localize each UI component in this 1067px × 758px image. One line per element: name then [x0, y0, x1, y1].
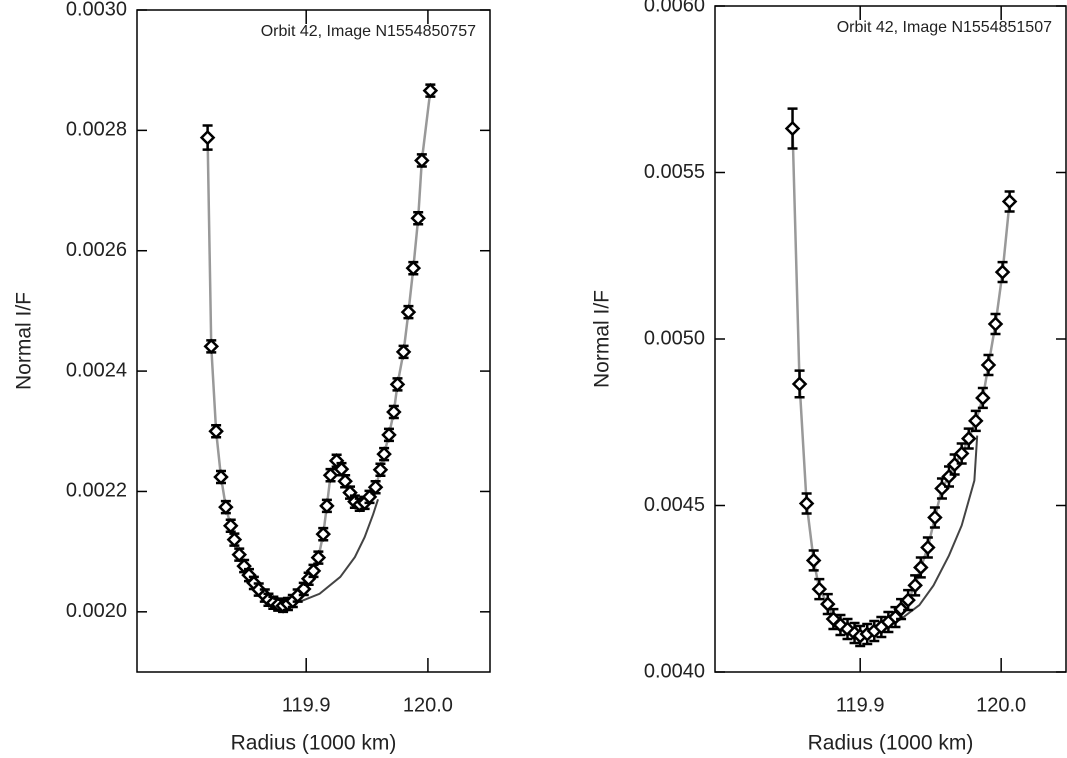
x-tick-label: 119.9 [282, 694, 331, 716]
data-point [319, 498, 335, 514]
data-point [968, 413, 984, 429]
data-point [960, 430, 977, 447]
y-tick-label: 0.0028 [66, 119, 127, 141]
y-tick-label: 0.0050 [644, 327, 705, 349]
y-tick-label: 0.0045 [644, 494, 705, 516]
plot-frame [136, 9, 491, 673]
data-point [376, 446, 392, 462]
annotation: Orbit 42, Image N1554850757 [261, 23, 476, 40]
data-point [400, 304, 417, 320]
data-point [941, 468, 957, 485]
data-point [405, 260, 422, 276]
data-point [410, 210, 426, 226]
x-axis-label: Radius (1000 km) [231, 732, 397, 755]
data-point [381, 427, 397, 443]
data-point [980, 357, 997, 373]
data-point [907, 577, 923, 594]
x-axis-label: Radius (1000 km) [808, 732, 974, 755]
data-point [975, 390, 991, 406]
data-point [927, 509, 943, 526]
baseline-curve [299, 498, 379, 603]
y-tick-label: 0.0020 [66, 600, 127, 622]
data-point [994, 264, 1011, 280]
data-point [805, 552, 822, 569]
data-point [893, 601, 909, 617]
data-point [1001, 193, 1018, 210]
data-point [386, 404, 402, 420]
data-point [920, 539, 936, 556]
data-point [389, 376, 406, 393]
data-point [422, 82, 439, 99]
data-point [414, 152, 430, 169]
y-tick-label: 0.0026 [66, 239, 127, 261]
data-point [305, 563, 322, 579]
data-point [798, 495, 815, 512]
annotation: Orbit 42, Image N1554851507 [837, 19, 1052, 36]
y-tick-label: 0.0040 [644, 660, 705, 682]
data-point [218, 499, 234, 515]
y-tick-label: 0.0060 [644, 0, 705, 16]
data-point [953, 445, 970, 462]
data-point [784, 120, 801, 137]
data-point [199, 129, 216, 146]
data-point [791, 376, 808, 392]
data-point [987, 316, 1004, 332]
data-point [322, 467, 339, 483]
x-tick-label: 119.9 [836, 694, 885, 716]
y-axis-label: Normal I/F [591, 290, 614, 388]
data-point [213, 469, 229, 485]
data-point [820, 596, 836, 612]
data-point [934, 480, 950, 497]
data-point [372, 462, 389, 478]
data-point [226, 531, 243, 548]
data-point [222, 517, 239, 534]
data-point [395, 344, 412, 360]
data-point [315, 526, 332, 542]
data-point [900, 592, 916, 608]
y-tick-label: 0.0055 [644, 161, 705, 183]
data-point [811, 581, 828, 597]
data-point [208, 423, 224, 440]
data-point [913, 559, 929, 576]
y-tick-label: 0.0030 [66, 0, 127, 20]
baseline-curve [878, 435, 979, 629]
data-point [310, 549, 327, 566]
x-tick-label: 120.0 [403, 694, 453, 716]
data-point [203, 338, 220, 355]
y-axis-label: Normal I/F [13, 292, 36, 390]
fit-line [791, 128, 1011, 638]
plot-frame [714, 5, 1067, 673]
data-point [367, 479, 384, 496]
y-tick-label: 0.0022 [66, 480, 127, 502]
x-tick-label: 120.0 [976, 694, 1026, 716]
y-tick-label: 0.0024 [66, 359, 127, 381]
